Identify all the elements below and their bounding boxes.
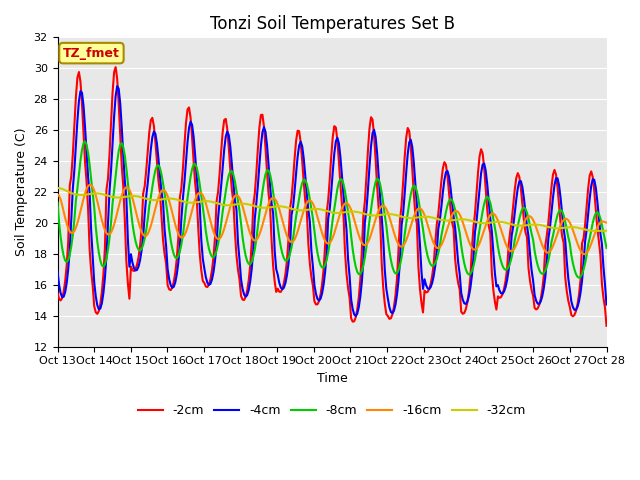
-16cm (581, 251, 589, 257)
Line: -8cm: -8cm (58, 142, 607, 278)
-32cm (592, 228, 600, 234)
Text: TZ_fmet: TZ_fmet (63, 47, 120, 60)
-16cm (603, 220, 611, 226)
-2cm (246, 263, 254, 269)
Y-axis label: Soil Temperature (C): Soil Temperature (C) (15, 128, 28, 256)
-32cm (218, 202, 225, 207)
Line: -2cm: -2cm (58, 67, 607, 326)
-16cm (54, 192, 61, 197)
-16cm (573, 240, 581, 246)
-2cm (603, 323, 611, 329)
-4cm (113, 83, 121, 89)
-2cm (219, 129, 227, 135)
-32cm (603, 228, 611, 234)
-32cm (294, 207, 301, 213)
-4cm (603, 301, 611, 307)
-8cm (575, 275, 583, 281)
Line: -16cm: -16cm (58, 185, 607, 254)
X-axis label: Time: Time (317, 372, 348, 385)
-2cm (112, 64, 120, 70)
Line: -32cm: -32cm (58, 188, 607, 231)
-16cm (86, 182, 93, 188)
-32cm (572, 225, 580, 230)
-32cm (245, 202, 253, 207)
-2cm (295, 128, 303, 134)
-2cm (237, 293, 245, 299)
-16cm (246, 231, 254, 237)
-8cm (81, 139, 89, 144)
-4cm (54, 268, 61, 274)
-16cm (295, 224, 303, 229)
-8cm (219, 208, 227, 214)
-4cm (237, 276, 245, 282)
-2cm (54, 290, 61, 296)
-16cm (219, 230, 227, 236)
-16cm (122, 184, 130, 190)
-8cm (54, 200, 61, 205)
-4cm (219, 164, 227, 170)
-2cm (122, 258, 130, 264)
Title: Tonzi Soil Temperatures Set B: Tonzi Soil Temperatures Set B (209, 15, 454, 33)
-32cm (236, 201, 243, 207)
-4cm (122, 194, 130, 200)
-8cm (237, 221, 245, 227)
-32cm (54, 185, 61, 191)
-8cm (295, 195, 303, 201)
-8cm (246, 261, 254, 267)
-8cm (122, 165, 130, 171)
-32cm (121, 194, 129, 200)
Line: -4cm: -4cm (58, 86, 607, 316)
-16cm (237, 199, 245, 204)
-4cm (295, 143, 303, 148)
Legend: -2cm, -4cm, -8cm, -16cm, -32cm: -2cm, -4cm, -8cm, -16cm, -32cm (133, 399, 531, 422)
-8cm (603, 245, 611, 251)
-4cm (575, 299, 583, 304)
-4cm (352, 313, 360, 319)
-4cm (246, 279, 254, 285)
-8cm (573, 274, 581, 280)
-2cm (573, 302, 581, 308)
